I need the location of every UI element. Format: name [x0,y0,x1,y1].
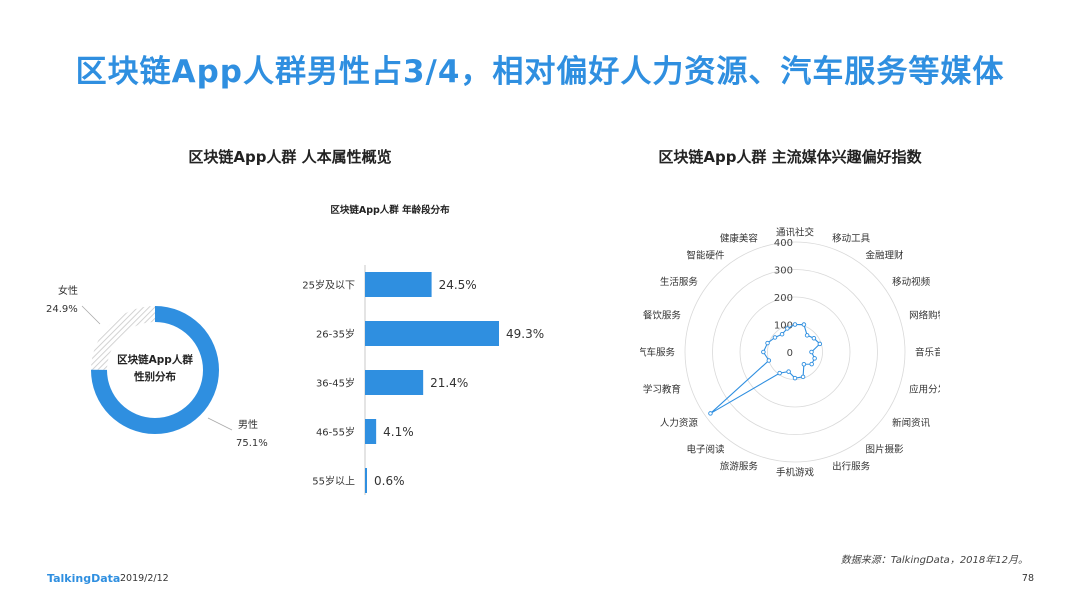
donut-slices [91,306,219,434]
age-value-label: 4.1% [383,425,414,439]
age-bar [365,468,367,493]
age-bar [365,272,432,297]
radar-point [765,340,770,346]
age-bars: 25岁及以下 24.5% 26-35岁 49.3% 36-45岁 21.4% 46-55岁 4… [302,272,544,493]
age-value-label: 49.3% [506,327,544,341]
radar-category-label: 生活服务 [660,276,699,288]
age-value-label: 21.4% [430,376,468,390]
left-section-title: 区块链App人群 人本属性概览 [188,148,392,166]
radar-point [766,358,772,363]
age-bar [365,419,377,444]
radar-point [812,356,817,361]
radar-category-label: 健康美容 [720,232,759,244]
radar-point [809,361,814,367]
radar-category-label: 移动工具 [832,232,871,244]
age-chart-title: 区块链App人群 年龄段分布 [330,204,450,216]
radar-point [801,322,807,327]
donut-slice-female [91,306,155,370]
donut-center-label-line1: 区块链App人群 [117,353,193,366]
radar-tick-labels: 0 100 200 300 400 [774,238,793,359]
radar-point [811,336,817,341]
right-section-title: 区块链App人群 主流媒体兴趣偏好指数 [658,148,922,166]
radar-tick-label: 0 [787,348,793,359]
page-number: 78 [1021,573,1034,584]
radar-ring [767,324,823,380]
radar-tick-label: 400 [774,238,793,249]
radar-series-line [710,323,821,414]
radar-point [772,335,778,340]
radar-category-label: 应用分发 [909,384,940,396]
radar-point [817,341,823,347]
radar-point [804,333,810,338]
radar-point [779,331,785,337]
source-note: 数据来源：TalkingData，2018年12月。 [840,555,1028,566]
radar-point [801,361,807,367]
radar-category-label: 旅游服务 [720,461,759,473]
radar-point [792,322,798,327]
female-label: 女性 [58,284,78,297]
gender-donut-chart: 区块链App人群 性别分布 女性 24.9% 男性 75.1% [46,284,268,449]
radar-tick-label: 100 [774,321,793,332]
age-category-label: 25岁及以下 [302,279,355,292]
radar-category-label: 人力资源 [660,417,699,429]
radar-point [785,326,790,331]
radar-point [777,370,782,376]
radar-tick-label: 300 [774,266,793,277]
radar-category-labels: 通讯社交 移动工具金融理财移动视频网络购物音乐音频应用分发新闻资讯图片摄影出行服务… [640,227,940,479]
radar-point [786,369,791,374]
radar-category-label: 移动视频 [892,276,931,288]
radar-category-label: 手机游戏 [776,467,815,479]
age-value-label: 24.5% [439,278,477,292]
radar-point [792,375,798,381]
female-leader-line [81,305,101,325]
age-category-label: 46-55岁 [316,426,355,439]
page-title: 区块链App人群男性占3/4，相对偏好人力资源、汽车服务等媒体 [75,54,1005,90]
age-value-label: 0.6% [374,474,405,488]
radar-category-label: 金融理财 [866,249,905,261]
radar-category-label: 电子阅读 [686,444,725,456]
radar-point [809,349,814,355]
age-category-label: 36-45岁 [316,377,355,390]
radar-grid [684,241,906,463]
radar-point [761,349,766,355]
radar-category-label: 学习教育 [643,384,681,396]
age-bar [365,370,424,395]
radar-category-label: 汽车服务 [640,347,675,359]
radar-ring [684,241,906,463]
radar-point [708,411,713,416]
age-category-label: 26-35岁 [316,328,355,341]
radar-point [800,374,806,380]
media-radar-chart: 0 100 200 300 400 通讯社交 移动工具金融理财移动视频网络购物音乐音频应用… [640,227,940,479]
radar-category-label: 通讯社交 [776,227,815,239]
footer-brand-logo: TalkingData [47,572,121,585]
radar-category-label: 出行服务 [832,461,871,473]
male-value: 75.1% [236,438,268,449]
radar-category-label: 网络购物 [909,309,940,321]
female-value: 24.9% [46,304,78,315]
footer-date: 2019/2/12 [120,573,169,584]
radar-tick-label: 200 [774,293,793,304]
age-bar-chart: 区块链App人群 年龄段分布 25岁及以下 24.5% 26-35岁 49.3% 36-… [302,204,544,495]
radar-category-label: 餐饮服务 [643,309,682,321]
male-label: 男性 [238,418,258,431]
radar-ring [712,269,878,435]
age-bar [365,321,499,346]
radar-series [708,322,823,416]
radar-category-label: 图片摄影 [866,444,905,456]
radar-ring [739,296,851,408]
male-leader-line [207,417,233,431]
radar-category-label: 音乐音频 [915,347,940,359]
age-category-label: 55岁以上 [312,475,355,488]
donut-center-label-line2: 性别分布 [134,370,176,383]
radar-category-label: 智能硬件 [686,249,725,261]
radar-category-label: 新闻资讯 [892,417,931,429]
